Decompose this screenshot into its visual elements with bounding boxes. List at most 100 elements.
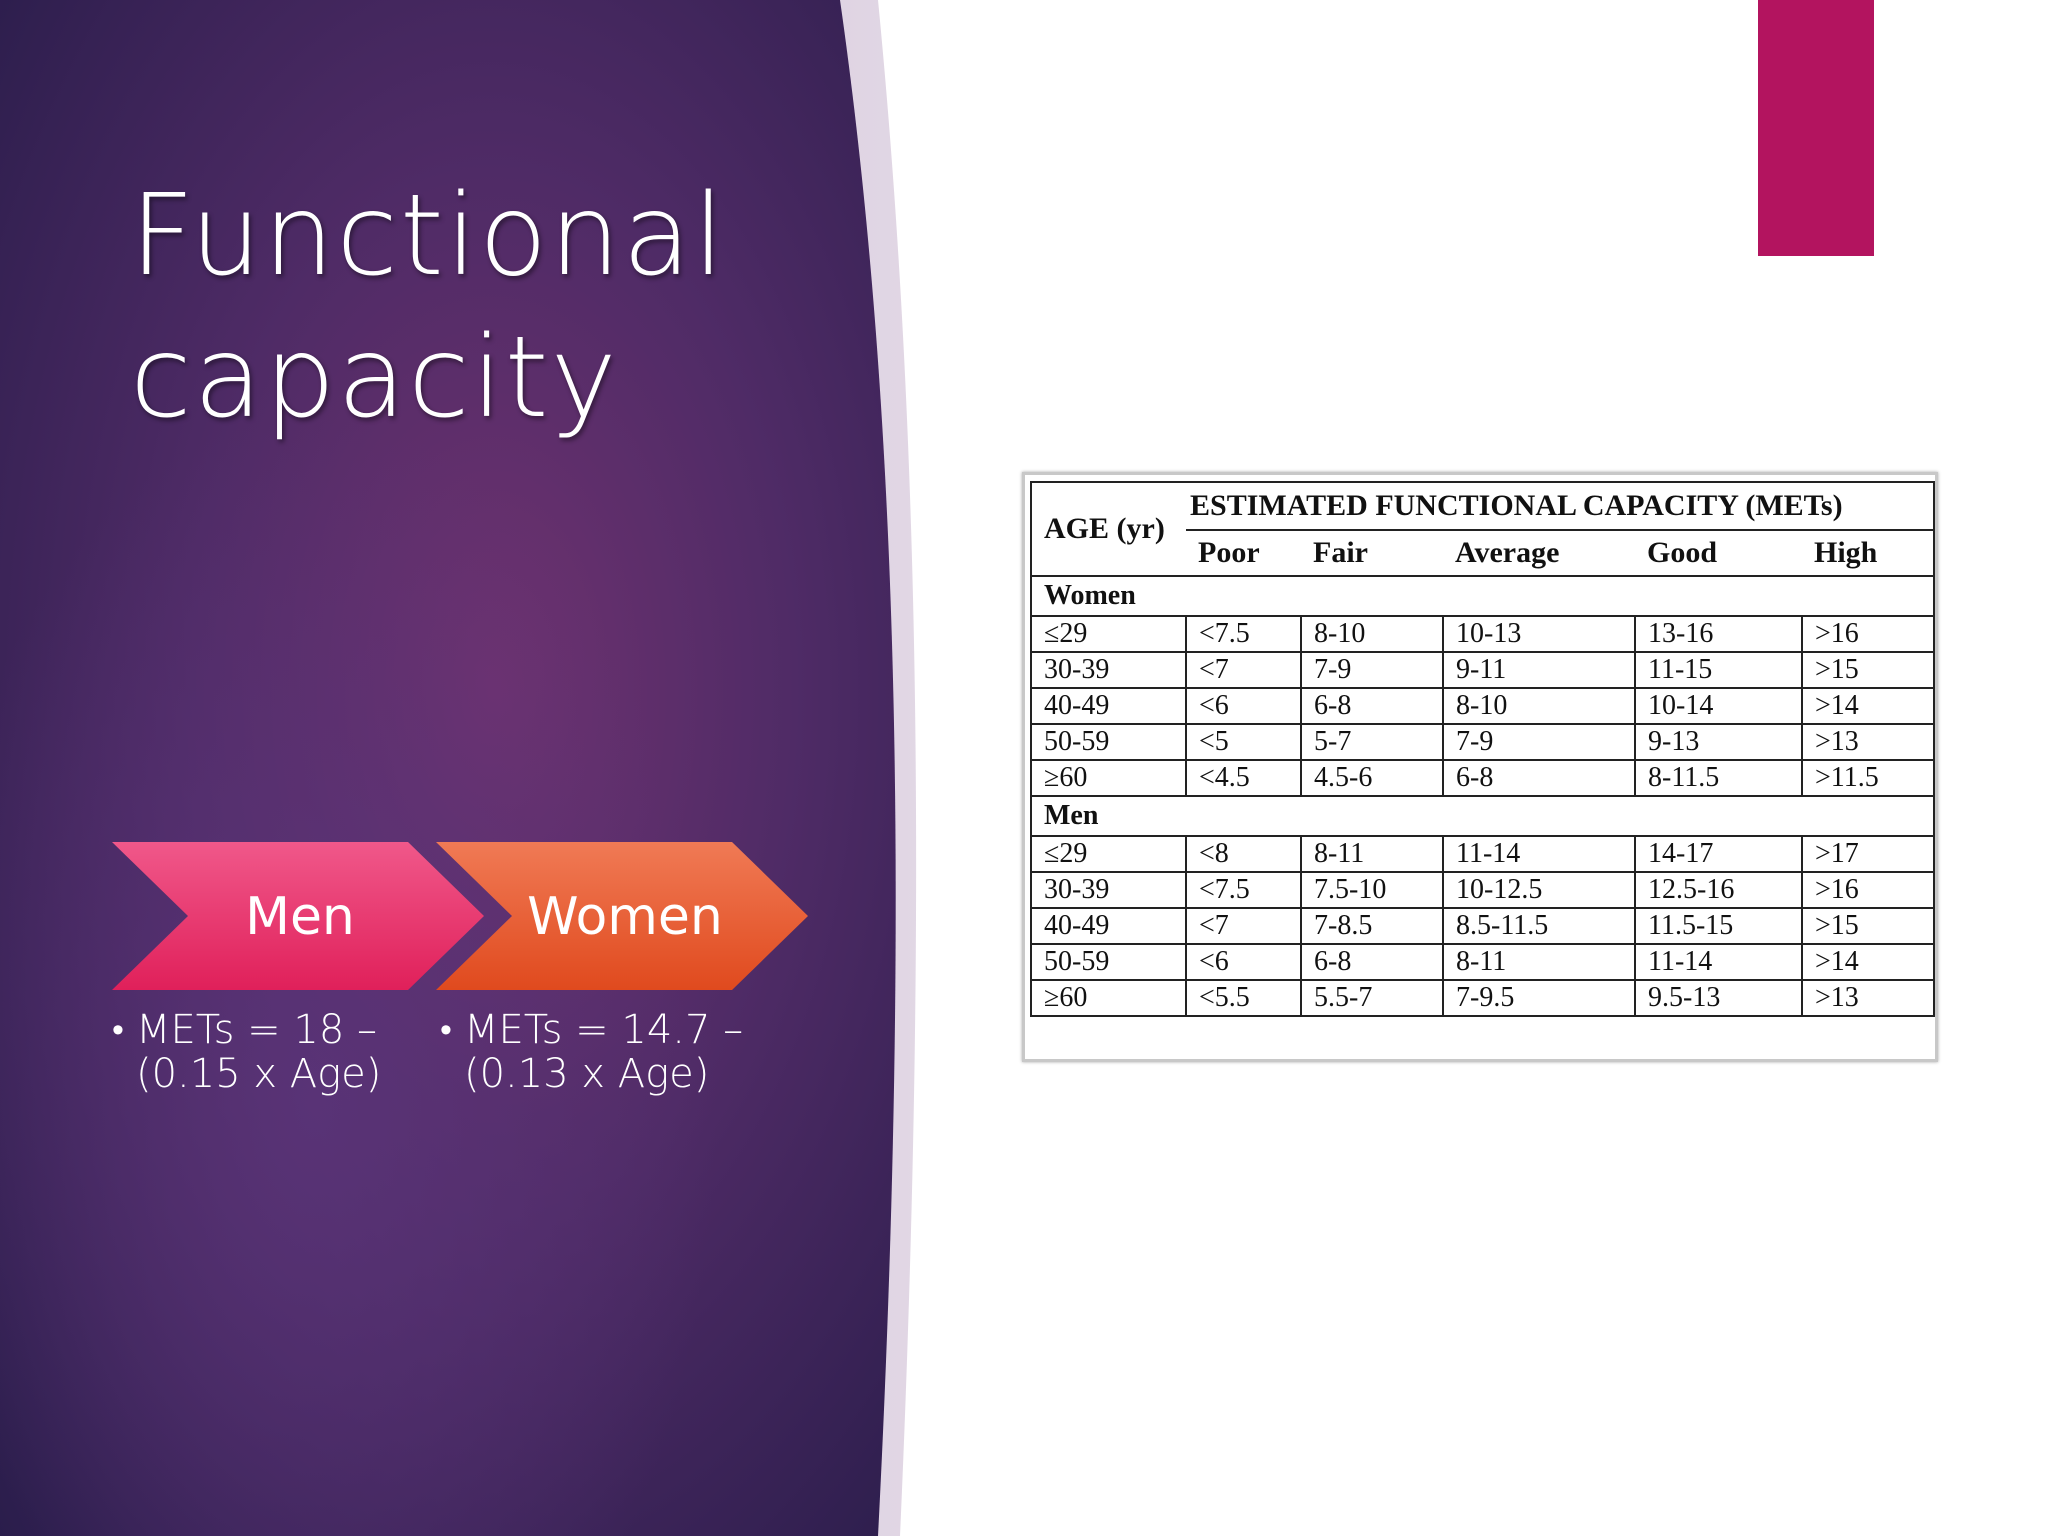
value-cell: 11-15 <box>1634 651 1803 689</box>
capacity-header: ESTIMATED FUNCTIONAL CAPACITY (METs) <box>1186 481 1935 531</box>
title-line-2: capacity <box>130 313 619 443</box>
value-cell: 10-12.5 <box>1442 871 1636 909</box>
value-cell: 5-7 <box>1300 723 1444 761</box>
value-cell: 11-14 <box>1634 943 1803 981</box>
accent-bar <box>1758 0 1874 256</box>
value-cell: <7 <box>1185 907 1302 945</box>
value-cell: 7-9.5 <box>1442 979 1636 1017</box>
table-row: 40-49 <7 7-8.5 8.5-11.5 11.5-15 >15 <box>1030 907 1935 945</box>
table-row: ≤29 <7.5 8-10 10-13 13-16 >16 <box>1030 615 1935 653</box>
value-cell: >15 <box>1801 907 1935 945</box>
age-cell: 40-49 <box>1030 687 1187 725</box>
value-cell: <6 <box>1185 687 1302 725</box>
table-row: 40-49 <6 6-8 8-10 10-14 >14 <box>1030 687 1935 725</box>
formula-women: • METs = 14.7 – (0.13 x Age) <box>440 1008 760 1096</box>
table-row: 30-39 <7.5 7.5-10 10-12.5 12.5-16 >16 <box>1030 871 1935 909</box>
table-row: 50-59 <6 6-8 8-11 11-14 >14 <box>1030 943 1935 981</box>
age-cell: 50-59 <box>1030 723 1187 761</box>
value-cell: 8.5-11.5 <box>1442 907 1636 945</box>
age-cell: ≤29 <box>1030 835 1187 873</box>
value-cell: 8-11 <box>1300 835 1444 873</box>
value-cell: 6-8 <box>1442 759 1636 797</box>
value-cell: >13 <box>1801 723 1935 761</box>
value-cell: 14-17 <box>1634 835 1803 873</box>
value-cell: <7.5 <box>1185 871 1302 909</box>
value-cell: 13-16 <box>1634 615 1803 653</box>
formula-men-line-1: METs = 18 – <box>136 1007 377 1053</box>
value-cell: 9-13 <box>1634 723 1803 761</box>
age-cell: ≥60 <box>1030 979 1187 1017</box>
functional-capacity-table: AGE (yr) ESTIMATED FUNCTIONAL CAPACITY (… <box>1030 481 1935 1017</box>
column-header: Fair <box>1301 529 1443 577</box>
value-cell: >16 <box>1801 615 1935 653</box>
age-cell: ≥60 <box>1030 759 1187 797</box>
column-header: Good <box>1635 529 1802 577</box>
age-cell: 30-39 <box>1030 651 1187 689</box>
value-cell: <6 <box>1185 943 1302 981</box>
value-cell: 7-9 <box>1442 723 1636 761</box>
value-cell: 7-9 <box>1300 651 1444 689</box>
value-cell: >13 <box>1801 979 1935 1017</box>
bullet-women: • <box>440 1010 452 1050</box>
age-cell: ≤29 <box>1030 615 1187 653</box>
value-cell: <7 <box>1185 651 1302 689</box>
section-label: Men <box>1030 795 1935 837</box>
value-cell: 11-14 <box>1442 835 1636 873</box>
functional-capacity-table-image: AGE (yr) ESTIMATED FUNCTIONAL CAPACITY (… <box>1022 472 1938 1062</box>
value-cell: >16 <box>1801 871 1935 909</box>
value-cell: 9-11 <box>1442 651 1636 689</box>
value-cell: 8-10 <box>1300 615 1444 653</box>
value-cell: 10-14 <box>1634 687 1803 725</box>
column-header: High <box>1802 529 1935 577</box>
table-row: ≤29 <8 8-11 11-14 14-17 >17 <box>1030 835 1935 873</box>
formula-women-line-2: (0.13 x Age) <box>464 1051 710 1097</box>
table-row: ≥60 <5.5 5.5-7 7-9.5 9.5-13 >13 <box>1030 979 1935 1017</box>
formula-men-line-2: (0.15 x Age) <box>136 1051 382 1097</box>
value-cell: >14 <box>1801 687 1935 725</box>
age-cell: 40-49 <box>1030 907 1187 945</box>
value-cell: >11.5 <box>1801 759 1935 797</box>
value-cell: <4.5 <box>1185 759 1302 797</box>
value-cell: 8-10 <box>1442 687 1636 725</box>
value-cell: 6-8 <box>1300 943 1444 981</box>
section-label: Women <box>1030 575 1935 617</box>
value-cell: >15 <box>1801 651 1935 689</box>
value-cell: 8-11.5 <box>1634 759 1803 797</box>
title-line-1: Functional <box>130 171 727 301</box>
value-cell: 4.5-6 <box>1300 759 1444 797</box>
table-subheader-row: Poor Fair Average Good High <box>1031 529 1935 577</box>
chevron-men-label: Men <box>245 887 355 947</box>
chevron-women-shape <box>436 842 808 990</box>
value-cell: >14 <box>1801 943 1935 981</box>
chevron-men-shape <box>112 842 484 990</box>
value-cell: 9.5-13 <box>1634 979 1803 1017</box>
table-row: ≥60 <4.5 4.5-6 6-8 8-11.5 >11.5 <box>1030 759 1935 797</box>
value-cell: 7.5-10 <box>1300 871 1444 909</box>
value-cell: <5 <box>1185 723 1302 761</box>
value-cell: 10-13 <box>1442 615 1636 653</box>
value-cell: 7-8.5 <box>1300 907 1444 945</box>
bullet-men: • <box>112 1010 124 1050</box>
value-cell: <5.5 <box>1185 979 1302 1017</box>
table-row: 30-39 <7 7-9 9-11 11-15 >15 <box>1030 651 1935 689</box>
table-section-row: Men <box>1030 795 1935 837</box>
value-cell: 8-11 <box>1442 943 1636 981</box>
value-cell: 11.5-15 <box>1634 907 1803 945</box>
value-cell: 5.5-7 <box>1300 979 1444 1017</box>
column-header: Average <box>1443 529 1635 577</box>
age-cell: 30-39 <box>1030 871 1187 909</box>
column-header: Poor <box>1186 529 1301 577</box>
value-cell: <8 <box>1185 835 1302 873</box>
chevron-women-label: Women <box>527 887 723 947</box>
age-header: AGE (yr) <box>1030 481 1186 577</box>
age-cell: 50-59 <box>1030 943 1187 981</box>
slide-title: Functional capacity <box>130 165 890 449</box>
value-cell: 12.5-16 <box>1634 871 1803 909</box>
formula-women-line-1: METs = 14.7 – <box>464 1007 744 1053</box>
value-cell: 6-8 <box>1300 687 1444 725</box>
table-header-row: AGE (yr) ESTIMATED FUNCTIONAL CAPACITY (… <box>1030 481 1935 577</box>
formula-men: • METs = 18 – (0.15 x Age) <box>112 1008 412 1096</box>
